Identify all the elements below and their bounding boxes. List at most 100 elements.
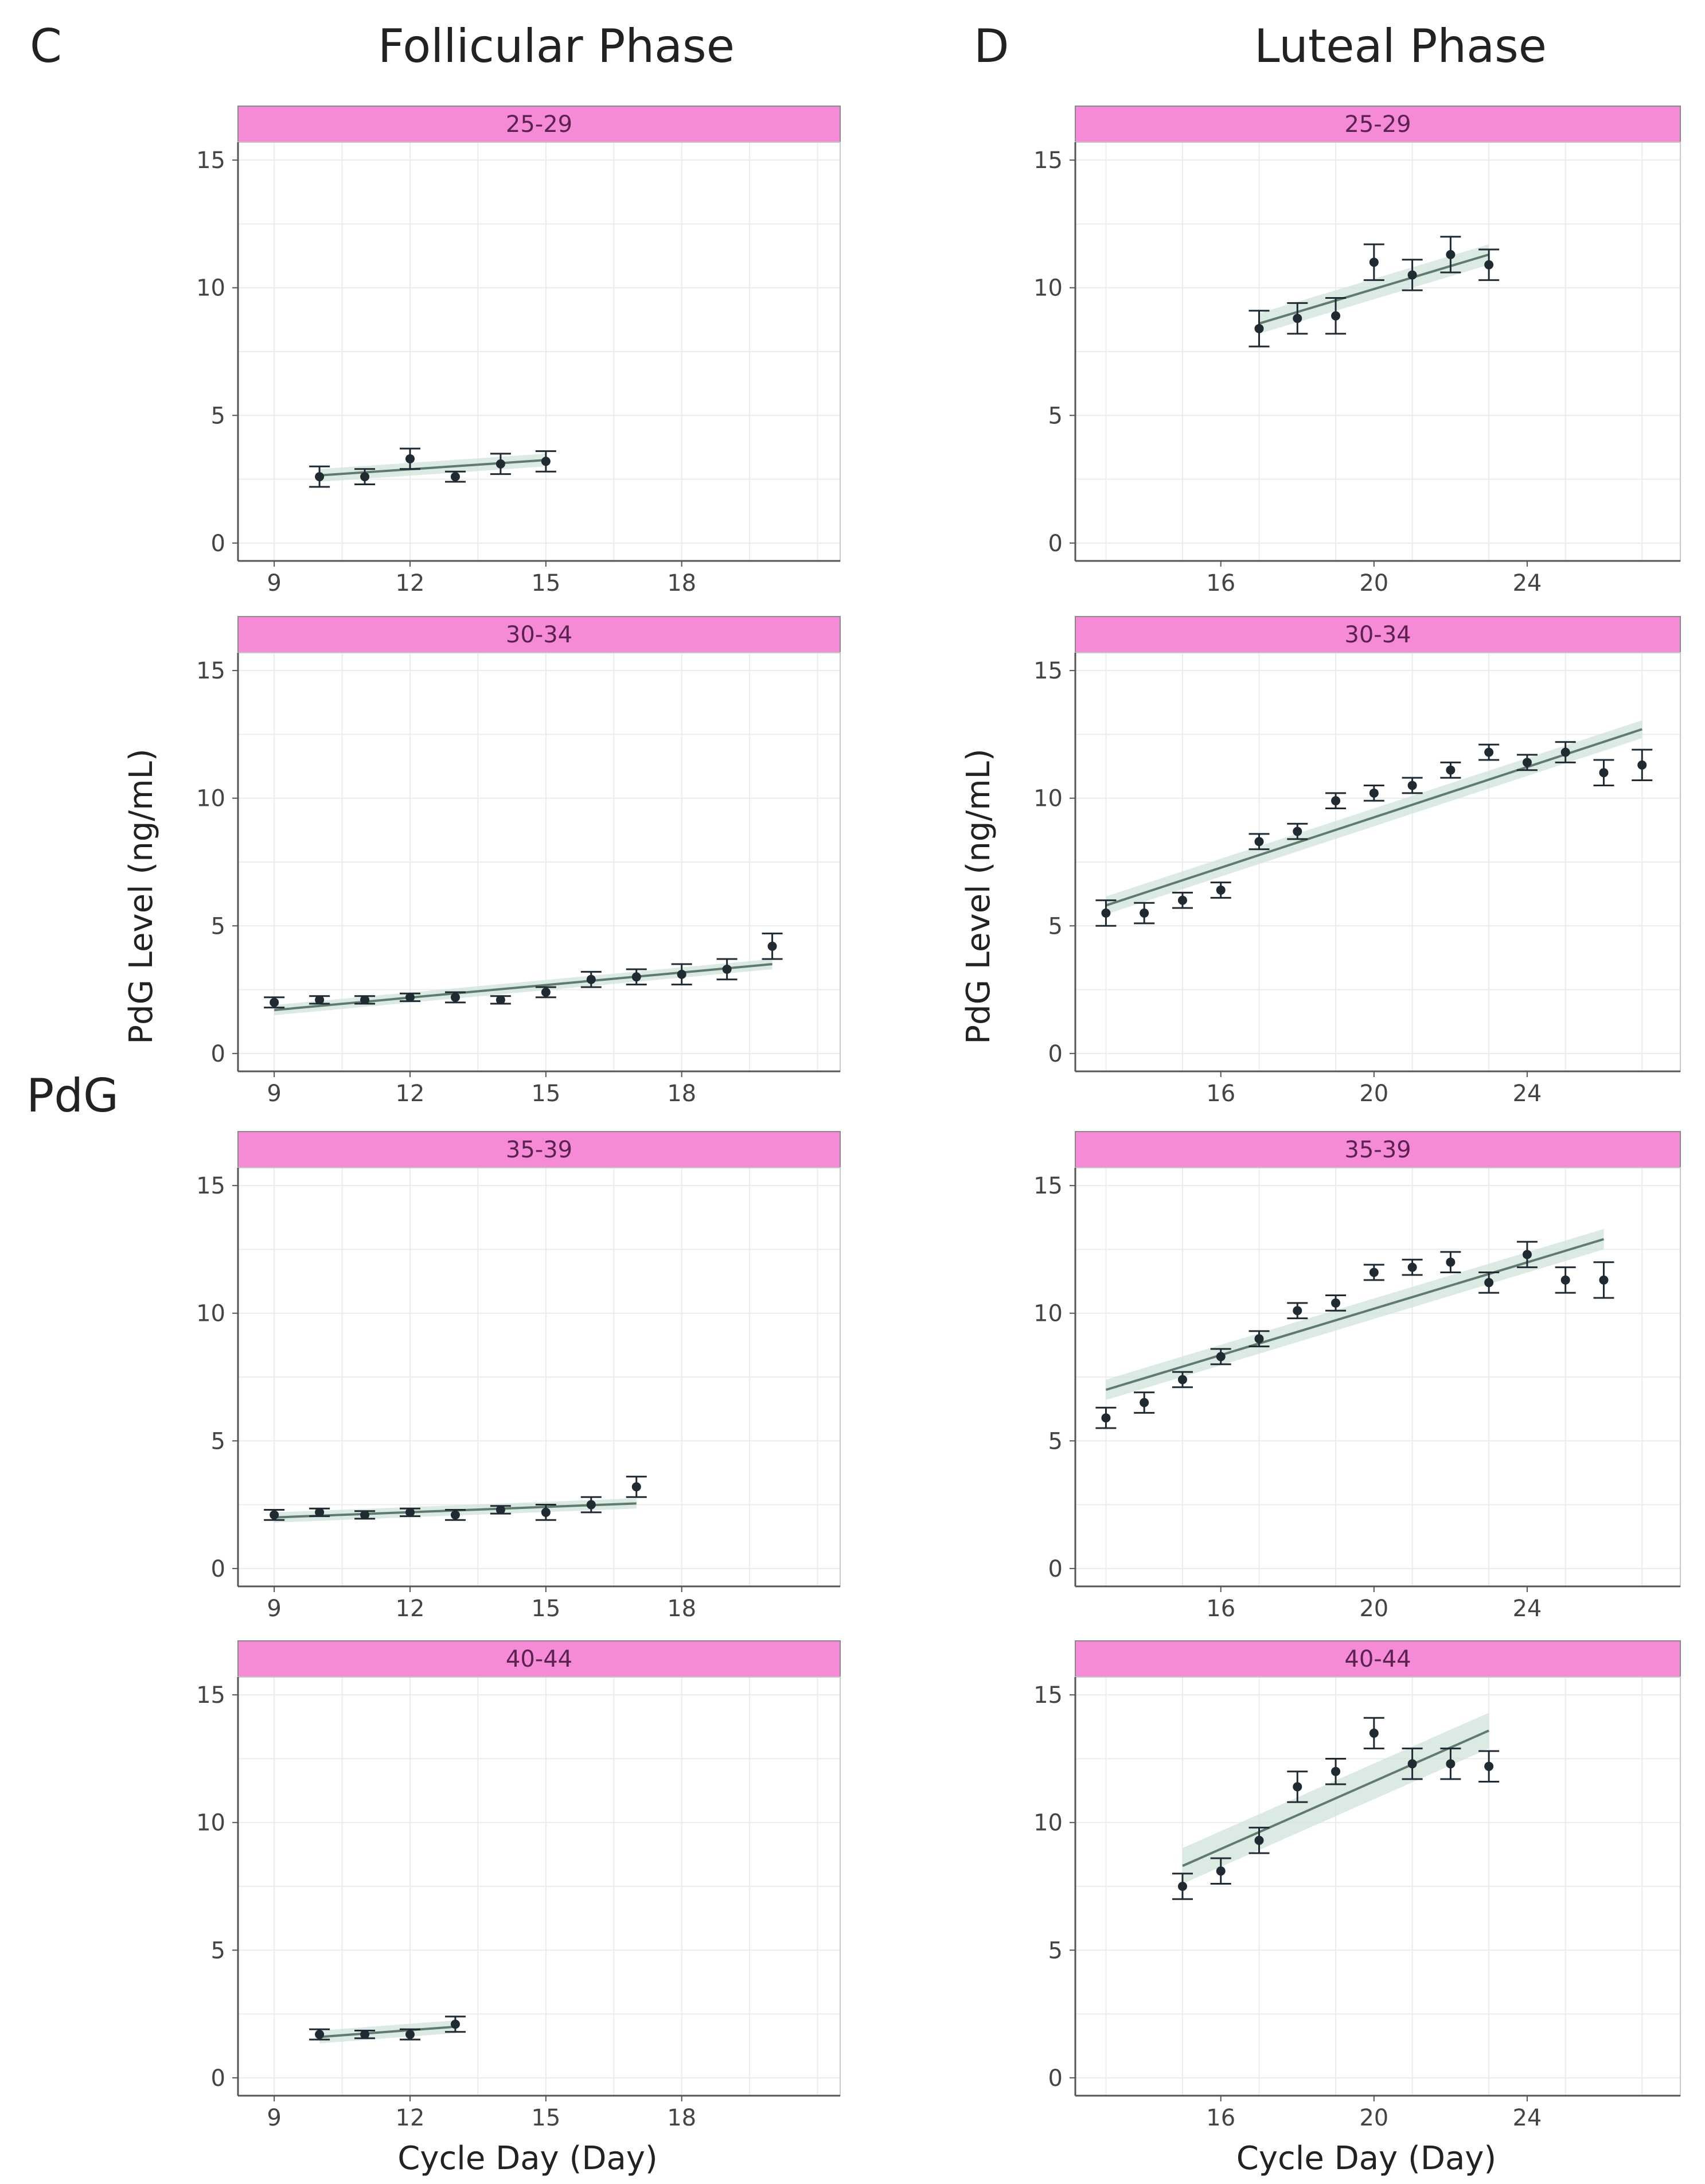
y-tick-label: 10 xyxy=(196,1810,225,1836)
data-point xyxy=(405,454,415,463)
data-point xyxy=(722,964,732,974)
x-tick-label: 15 xyxy=(531,1596,560,1622)
y-tick-label: 5 xyxy=(211,913,225,939)
data-point xyxy=(1216,1866,1226,1876)
y-tick-label: 0 xyxy=(211,1556,225,1582)
y-axis-title: PdG Level (ng/mL) xyxy=(960,748,997,1044)
data-point xyxy=(405,992,415,1002)
data-point xyxy=(495,459,505,469)
x-tick-label: 20 xyxy=(1359,2105,1388,2131)
data-point xyxy=(360,1510,370,1520)
data-point xyxy=(541,1507,551,1517)
data-point xyxy=(1522,758,1532,767)
y-tick-label: 15 xyxy=(1033,147,1063,174)
y-tick-label: 0 xyxy=(1048,531,1063,557)
panel-d-title: Luteal Phase xyxy=(1254,20,1547,73)
data-point xyxy=(1177,1375,1187,1384)
y-tick-label: 5 xyxy=(211,1428,225,1454)
y-tick-label: 5 xyxy=(1048,913,1063,939)
x-tick-label: 12 xyxy=(396,1081,425,1107)
y-tick-label: 10 xyxy=(1033,1810,1063,1836)
panel-d-letter: D xyxy=(974,20,1009,73)
x-tick-label: 16 xyxy=(1206,1081,1235,1107)
x-tick-label: 20 xyxy=(1359,1596,1388,1622)
data-point xyxy=(1369,788,1379,798)
y-tick-label: 10 xyxy=(1033,786,1063,812)
data-point xyxy=(1484,747,1494,757)
x-tick-label: 24 xyxy=(1512,2105,1542,2131)
y-tick-label: 5 xyxy=(211,1937,225,1964)
y-tick-label: 0 xyxy=(1048,1556,1063,1582)
data-point xyxy=(495,995,505,1005)
data-point xyxy=(1331,311,1341,321)
fit-line xyxy=(319,459,546,477)
data-point xyxy=(1560,1275,1570,1285)
data-point xyxy=(1369,1268,1379,1277)
x-tick-label: 12 xyxy=(396,1596,425,1622)
panel-c-letter: C xyxy=(30,20,62,73)
y-tick-label: 5 xyxy=(211,403,225,429)
facet-strip-label: 30-34 xyxy=(506,622,572,648)
facet-strip xyxy=(1075,1131,1681,1168)
data-point xyxy=(1407,270,1417,280)
facet-strip-label: 35-39 xyxy=(506,1137,572,1163)
data-point xyxy=(1369,1728,1379,1738)
data-point xyxy=(1254,323,1264,333)
facet-strip xyxy=(237,106,841,143)
y-tick-label: 0 xyxy=(211,2065,225,2092)
fit-line xyxy=(319,2025,456,2038)
data-point xyxy=(1522,1250,1532,1259)
data-point xyxy=(1101,908,1111,918)
fit-line xyxy=(1105,728,1642,907)
x-tick-label: 18 xyxy=(667,1081,696,1107)
data-point xyxy=(1216,1352,1226,1362)
x-tick-label: 24 xyxy=(1512,1596,1542,1622)
data-point xyxy=(1216,885,1226,895)
data-point xyxy=(1293,826,1302,836)
data-point xyxy=(1484,1278,1494,1288)
data-point xyxy=(450,2019,460,2029)
data-point xyxy=(1599,1275,1609,1285)
y-axis-title: PdG Level (ng/mL) xyxy=(123,748,160,1044)
y-tick-label: 10 xyxy=(1033,275,1063,302)
data-point xyxy=(315,995,325,1005)
data-point xyxy=(315,472,325,482)
data-point xyxy=(1331,1298,1341,1308)
data-point xyxy=(1407,1759,1417,1769)
y-tick-label: 0 xyxy=(1048,1041,1063,1067)
data-point xyxy=(586,1500,596,1510)
x-tick-label: 16 xyxy=(1206,2105,1235,2131)
data-point xyxy=(1446,1759,1456,1769)
x-tick-label: 9 xyxy=(267,1081,281,1107)
data-point xyxy=(1637,760,1647,770)
y-tick-label: 0 xyxy=(211,1041,225,1067)
facet-c-25-29: 25-29 0 5 10 15 9 12 15 18 xyxy=(196,106,841,596)
data-point xyxy=(1293,1782,1302,1792)
fit-line xyxy=(274,963,772,1012)
y-tick-label: 15 xyxy=(196,1173,225,1199)
data-point xyxy=(1484,1761,1494,1771)
data-point xyxy=(1446,249,1456,259)
data-point xyxy=(1331,796,1341,806)
y-tick-label: 10 xyxy=(1033,1301,1063,1327)
x-tick-label: 18 xyxy=(667,570,696,596)
data-point xyxy=(450,992,460,1002)
facet-c-35-39: 35-39 0 5 10 15 9 12 15 18 xyxy=(196,1131,841,1622)
data-point xyxy=(1177,1882,1187,1891)
x-tick-label: 12 xyxy=(396,570,425,596)
facet-c-30-34: 30-34 0 5 10 15 9 12 15 18 PdG Level (ng/mL) xyxy=(123,616,841,1107)
facet-c-40-44: 40-44 0 5 10 15 9 12 15 18 Cycle Day (Day) xyxy=(196,1640,841,2177)
facet-strip-label: 25-29 xyxy=(506,111,572,138)
data-point xyxy=(1177,895,1187,905)
data-point xyxy=(450,472,460,482)
x-axis-title: Cycle Day (Day) xyxy=(397,2140,658,2177)
data-point xyxy=(360,472,370,482)
x-tick-label: 18 xyxy=(667,1596,696,1622)
y-tick-label: 15 xyxy=(1033,1173,1063,1199)
y-tick-label: 15 xyxy=(196,658,225,684)
y-tick-label: 10 xyxy=(196,786,225,812)
y-tick-label: 15 xyxy=(1033,658,1063,684)
x-tick-label: 15 xyxy=(531,1081,560,1107)
data-point xyxy=(270,1510,279,1520)
